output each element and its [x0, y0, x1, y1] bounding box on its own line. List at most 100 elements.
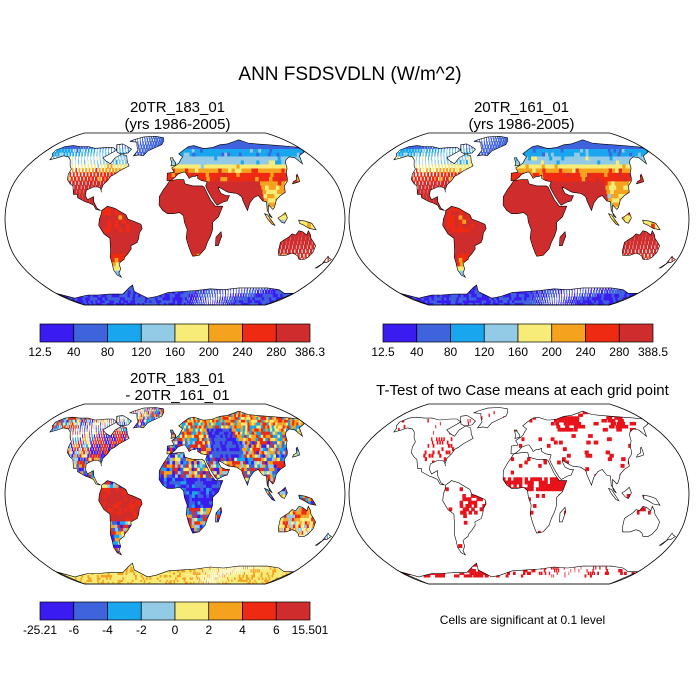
grid-cell — [284, 214, 288, 220]
grid-cell — [449, 168, 452, 173]
coastline-africa — [502, 179, 568, 257]
grid-cell — [304, 253, 307, 258]
grid-cell — [142, 141, 144, 146]
grid-cell — [177, 293, 181, 298]
grid-cell — [612, 168, 619, 173]
grid-cell — [160, 299, 165, 303]
grid-cell — [230, 293, 232, 298]
grid-cell — [245, 201, 251, 207]
grid-cell — [189, 201, 195, 207]
grid-cell — [618, 193, 624, 199]
grid-cell — [423, 172, 426, 177]
grid-cell — [568, 152, 574, 157]
grid-cell — [552, 201, 558, 207]
grid-cell — [562, 152, 568, 157]
grid-cell — [161, 293, 166, 298]
grid-cell — [243, 302, 246, 305]
grid-cell — [99, 155, 101, 161]
grid-cell — [537, 236, 542, 241]
grid-cell — [407, 145, 412, 149]
grid-cell — [187, 296, 190, 301]
grid-cell — [167, 172, 169, 177]
grid-cell — [222, 293, 224, 298]
grid-cell — [515, 206, 520, 212]
grid-cell — [459, 240, 465, 246]
grid-cell — [203, 159, 208, 165]
grid-cell — [79, 180, 82, 186]
grid-cell — [626, 176, 633, 182]
grid-cell — [424, 145, 427, 149]
grid-cell — [519, 184, 524, 190]
grid-cell — [216, 289, 218, 294]
grid-cell — [515, 210, 520, 216]
grid-cell — [425, 152, 427, 157]
grid-cell — [219, 172, 225, 177]
grid-cell — [175, 189, 180, 194]
grid-cell — [443, 219, 448, 224]
grid-cell — [103, 210, 108, 216]
grid-cell — [130, 231, 135, 237]
grid-cell — [182, 293, 186, 298]
grid-cell — [577, 163, 583, 169]
grid-cell — [161, 302, 166, 305]
grid-cell — [197, 231, 202, 237]
grid-cell — [461, 155, 464, 161]
grid-cell — [182, 206, 187, 212]
grid-cell — [567, 163, 573, 169]
grid-cell — [262, 299, 268, 303]
grid-cell — [182, 201, 187, 207]
grid-cell — [137, 227, 142, 233]
grid-cell — [268, 168, 275, 173]
grid-cell — [168, 172, 173, 177]
grid-cell — [188, 293, 191, 298]
grid-cell — [418, 159, 420, 165]
grid-cell — [197, 193, 202, 199]
grid-cell — [255, 293, 258, 298]
grid-cell — [220, 206, 223, 212]
grid-cell — [248, 193, 254, 199]
grid-cell — [100, 172, 103, 177]
grid-cell — [82, 193, 87, 199]
grid-cell — [573, 184, 578, 190]
grid-cell — [211, 148, 217, 153]
grid-cell — [556, 197, 561, 203]
grid-cell — [239, 302, 242, 305]
grid-cell — [548, 240, 553, 246]
grid-cell — [298, 236, 302, 241]
grid-cell — [278, 244, 282, 250]
grid-cell — [279, 176, 286, 182]
grid-cell — [164, 184, 169, 190]
grid-cell — [275, 184, 282, 190]
grid-cell — [541, 210, 546, 216]
grid-cell — [440, 148, 442, 153]
grid-cell — [512, 172, 517, 177]
grid-cell — [573, 172, 579, 177]
grid-cell — [160, 296, 164, 301]
grid-cell — [103, 159, 105, 165]
grid-cell — [533, 244, 538, 250]
grid-cell — [99, 152, 101, 157]
grid-cell — [300, 244, 304, 250]
grid-cell — [211, 168, 217, 173]
grid-cell — [285, 293, 290, 298]
grid-cell — [541, 236, 546, 241]
grid-cell — [214, 296, 216, 301]
panel-title-line1: 20TR_161_01 — [473, 99, 570, 116]
grid-cell — [165, 299, 169, 303]
grid-cell — [614, 172, 621, 177]
grid-cell — [197, 296, 199, 301]
grid-cell — [219, 296, 221, 301]
grid-cell — [82, 148, 84, 153]
grid-cell — [537, 244, 542, 250]
grid-cell — [245, 302, 249, 305]
grid-cell — [522, 163, 527, 169]
grid-cell — [103, 206, 108, 212]
grid-cell — [564, 206, 567, 212]
grid-cell — [216, 176, 222, 182]
coastline-baffin — [116, 143, 132, 155]
grid-cell — [127, 148, 130, 153]
grid-cell — [540, 248, 545, 254]
grid-cell — [113, 163, 116, 169]
grid-cell — [494, 141, 496, 146]
grid-cell — [569, 159, 575, 165]
